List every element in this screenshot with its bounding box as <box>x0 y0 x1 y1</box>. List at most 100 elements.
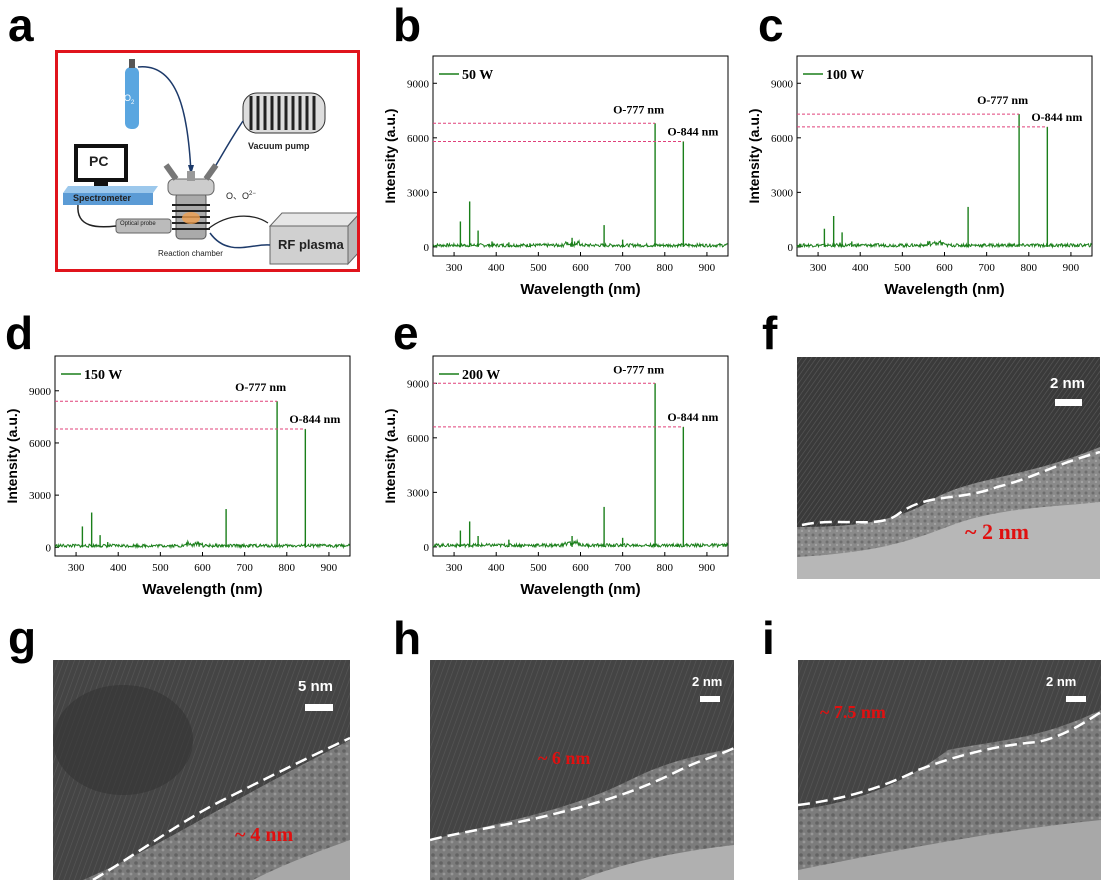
x-tick-label: 500 <box>152 562 169 574</box>
scale-bar-h <box>700 696 720 702</box>
y-tick-label: 6000 <box>771 133 794 145</box>
x-tick-label: 400 <box>110 562 127 574</box>
y-tick-label: 0 <box>424 242 430 254</box>
thickness-label-h: ~ 6 nm <box>538 748 591 768</box>
panel-letter-d: d <box>5 307 34 359</box>
y-tick-label: 0 <box>46 542 52 554</box>
x-tick-label: 600 <box>936 262 953 274</box>
spectrum-baseline <box>432 538 729 549</box>
probe-label: Optical probe <box>120 221 156 227</box>
thickness-label-g: ~ 4 nm <box>235 824 294 846</box>
panel-letter-e: e <box>393 307 419 359</box>
y-tick-label: 6000 <box>407 133 430 145</box>
scale-bar-f <box>1055 399 1082 406</box>
y-tick-label: 0 <box>424 542 430 554</box>
tem-image-f: 2 nm ~ 2 nm <box>797 357 1100 579</box>
pc-label: PC <box>89 153 109 169</box>
peak-annotation: O-777 nm <box>613 102 664 116</box>
x-tick-label: 900 <box>321 562 338 574</box>
scale-label-h: 2 nm <box>692 674 723 689</box>
legend-label: 100 W <box>826 68 864 83</box>
y-tick-label: 9000 <box>407 378 430 390</box>
x-tick-label: 400 <box>488 562 505 574</box>
legend-label: 50 W <box>462 68 493 83</box>
peak-annotation: O-777 nm <box>977 93 1028 107</box>
tem-image-g: 5 nm ~ 4 nm <box>53 660 350 880</box>
spectrum-baseline <box>432 239 728 249</box>
y-tick-label: 6000 <box>29 438 52 450</box>
x-tick-label: 700 <box>236 562 253 574</box>
panel-letter-f: f <box>762 307 778 359</box>
x-tick-label: 500 <box>894 262 911 274</box>
spectrometer-box <box>63 186 158 193</box>
oxygen-cylinder <box>125 67 139 129</box>
panel-letter-h: h <box>393 612 422 664</box>
x-tick-label: 700 <box>614 262 631 274</box>
x-tick-label: 500 <box>530 562 547 574</box>
x-tick-label: 700 <box>614 562 631 574</box>
x-tick-label: 300 <box>446 562 463 574</box>
peak-annotation: O-844 nm <box>289 412 340 426</box>
x-tick-label: 900 <box>699 562 716 574</box>
y-tick-label: 0 <box>788 242 794 254</box>
scale-label-i: 2 nm <box>1046 674 1077 689</box>
scale-bar-g <box>305 704 333 711</box>
x-tick-label: 800 <box>1021 262 1038 274</box>
y-tick-label: 6000 <box>407 433 430 445</box>
spectrum-baseline <box>796 239 1092 249</box>
x-tick-label: 900 <box>699 262 716 274</box>
chart-e: 300 400 500 600 700 800 900 0 3000 6000 9000 Wavele… <box>378 348 743 618</box>
spectrum-baseline <box>54 539 351 550</box>
tem-image-h: 2 nm ~ 6 nm <box>430 660 734 880</box>
legend-label: 200 W <box>462 368 500 383</box>
species-label: O、O2− <box>226 191 256 201</box>
panel-letter-i: i <box>762 612 775 664</box>
x-tick-label: 900 <box>1063 262 1080 274</box>
x-axis-label: Wavelength (nm) <box>142 581 262 598</box>
legend-label: 150 W <box>84 368 122 383</box>
x-tick-label: 400 <box>852 262 869 274</box>
thickness-label-f: ~ 2 nm <box>965 519 1030 544</box>
setup-schematic: O2 PC Spectrometer Optical probe Reactio… <box>55 50 360 272</box>
x-axis-label: Wavelength (nm) <box>520 581 640 598</box>
panel-letter-g: g <box>8 612 37 664</box>
peak-annotation: O-777 nm <box>613 362 664 376</box>
y-axis-label: Intensity (a.u.) <box>4 409 20 504</box>
tem-image-i: 2 nm ~ 7.5 nm <box>798 660 1101 880</box>
y-tick-label: 9000 <box>29 386 52 398</box>
x-tick-label: 800 <box>279 562 296 574</box>
chart-d: 300 400 500 600 700 800 900 0 3000 6000 9000 Wavele… <box>0 348 365 618</box>
x-tick-label: 600 <box>572 562 589 574</box>
thickness-label-i: ~ 7.5 nm <box>820 702 886 722</box>
y-tick-label: 9000 <box>407 78 430 90</box>
x-tick-label: 300 <box>810 262 827 274</box>
x-tick-label: 700 <box>978 262 995 274</box>
y-tick-label: 3000 <box>407 187 430 199</box>
x-axis-label: Wavelength (nm) <box>884 281 1004 298</box>
scale-label-f: 2 nm <box>1050 375 1086 392</box>
spectrometer-label: Spectrometer <box>73 193 132 203</box>
y-axis-label: Intensity (a.u.) <box>382 409 398 504</box>
y-tick-label: 3000 <box>771 187 794 199</box>
panel-letter-a: a <box>8 0 34 51</box>
chart-b: 300 400 500 600 700 800 900 0 3000 6000 9000 Wavele… <box>378 48 743 318</box>
x-tick-label: 300 <box>446 262 463 274</box>
vacuum-label: Vacuum pump <box>248 141 310 151</box>
x-tick-label: 800 <box>657 262 674 274</box>
scale-bar-i <box>1066 696 1086 702</box>
y-axis-label: Intensity (a.u.) <box>746 109 762 204</box>
scale-label-g: 5 nm <box>298 678 334 695</box>
panel-letter-b: b <box>393 0 422 51</box>
chart-c: 300 400 500 600 700 800 900 0 3000 6000 9000 Wavele… <box>742 48 1107 318</box>
peak-annotation: O-777 nm <box>235 380 286 394</box>
peak-annotation: O-844 nm <box>1031 110 1082 124</box>
x-tick-label: 300 <box>68 562 85 574</box>
x-tick-label: 800 <box>657 562 674 574</box>
x-tick-label: 600 <box>194 562 211 574</box>
peak-annotation: O-844 nm <box>667 124 718 138</box>
chamber-label: Reaction chamber <box>158 249 223 258</box>
y-tick-label: 9000 <box>771 78 794 90</box>
y-axis-label: Intensity (a.u.) <box>382 109 398 204</box>
panel-letter-c: c <box>758 0 784 51</box>
x-tick-label: 600 <box>572 262 589 274</box>
